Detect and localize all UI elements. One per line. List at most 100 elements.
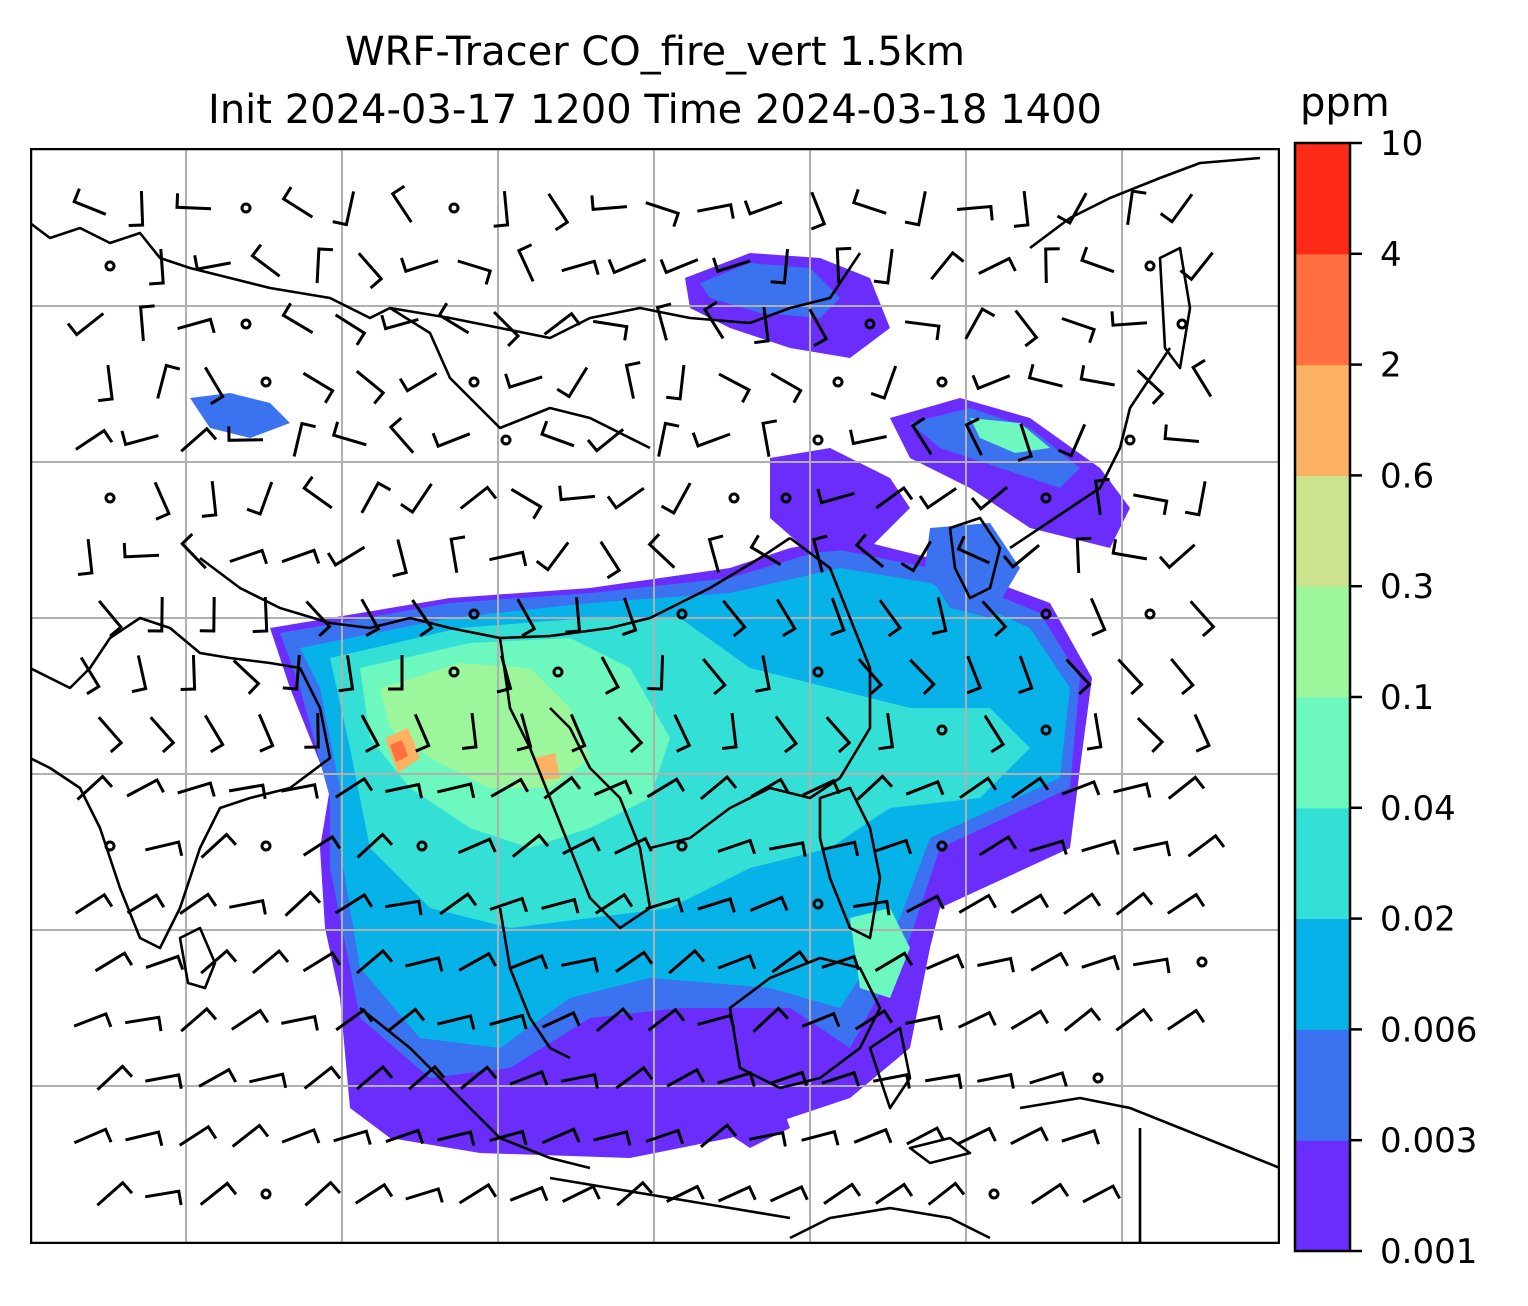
borneo [728,956,882,1090]
wind-barb [927,1181,966,1206]
wind-barb [281,1127,321,1144]
wind-barb [593,1130,632,1146]
colorbar-unit: ppm [1300,80,1390,126]
wind-barb [281,186,314,219]
wind-barb [595,1006,634,1033]
wind-barb [647,1007,686,1032]
wind-barb [875,485,914,510]
wind-barb [875,1182,914,1205]
wind-barb [302,475,333,510]
wind-barb [1002,544,1041,569]
wind-barb [645,201,681,228]
wind-barb [978,834,1018,857]
wind-barb [752,1006,790,1033]
wind-barb [645,897,684,913]
colorbar-frame [1293,141,1352,1253]
wind-barb [180,654,197,691]
wind-barb [388,416,415,454]
wind-barb [749,1130,787,1147]
colorbar-band [1295,364,1350,476]
wind-barb [593,779,633,797]
calm-circle [104,260,116,272]
wind-barb [1030,951,1070,972]
wind-barb [854,533,885,568]
wind-barb [509,953,549,970]
wind-barb [900,540,932,573]
colorbar-tick-label: 0.006 [1380,1010,1477,1050]
wind-barb [400,257,439,274]
calm-circle [812,666,824,678]
calm-circle [936,376,948,388]
wind-barb [73,1011,113,1028]
wind-barb [390,184,413,224]
wind-barb [96,1064,134,1091]
wind-barb [801,1129,840,1146]
wind-barb [755,655,771,693]
calm-circle [448,666,460,678]
wind-barb [910,416,933,456]
wind-barb [73,1127,113,1145]
map-title: WRF-Tracer CO_fire_vert 1.5km [344,29,966,75]
wind-barb [292,421,316,457]
calm-circle [988,1188,1000,1200]
wind-barb [924,1073,963,1090]
wind-barb [175,193,212,211]
wind-barb [821,1070,860,1087]
wind-barb [835,246,852,284]
wind-barb [124,1015,163,1032]
wind-barb [918,487,957,510]
wind-barb [281,548,321,565]
wind-barb [565,596,582,634]
wind-barb [878,712,895,751]
colorbar: 0.001 0.003 0.006 0.02 0.04 0.1 0.3 0.6 2 4 10 [1293,130,1477,1272]
wind-barb [437,1130,476,1146]
wind-barb [1080,246,1115,274]
wind-barb [250,243,281,278]
wind-barb [385,1128,425,1145]
calm-circle [104,840,116,852]
wind-barb [178,1124,218,1147]
wind-barb [1056,192,1088,225]
wind-barb [702,657,727,696]
wind-barb [79,656,101,696]
wind-barb [126,893,166,915]
wind-barb [811,534,828,573]
wind-barb [177,317,216,334]
wind-barb [983,714,1006,754]
wind-barb [516,598,537,638]
calm-circle [240,318,252,330]
wind-barb [909,658,936,696]
wind-barb [906,1126,945,1146]
wind-barb [707,534,724,573]
wind-barb [198,1067,238,1088]
wind-barb [489,896,529,913]
calm-circle [728,492,740,504]
wind-barb [958,893,997,914]
wind-barb [180,426,218,453]
wind-barb [977,1072,1015,1089]
wind-barb [145,1073,183,1089]
colorbar-band [1295,1140,1350,1252]
wind-barb [334,776,374,799]
wind-barb [229,548,269,565]
wind-barb [200,948,238,975]
wind-barb [561,956,599,973]
gridlines [30,148,1280,1244]
wind-barb [1061,317,1097,344]
wind-barb [1011,776,1050,799]
wind-barb [338,654,355,693]
wind-barb [956,535,991,565]
wind-barb [400,483,433,515]
wind-barb [387,1007,426,1032]
wind-barb [569,713,587,753]
wind-barb [231,1123,270,1148]
wind-barb [1018,655,1034,695]
wind-barb [126,777,165,798]
wind-barb [673,713,692,753]
sri-lanka [178,926,217,990]
wind-barb [754,306,770,345]
wind-barb [594,892,634,915]
calm-circle [468,376,480,388]
plume-west-patch [190,393,290,438]
wind-barb [516,713,533,752]
